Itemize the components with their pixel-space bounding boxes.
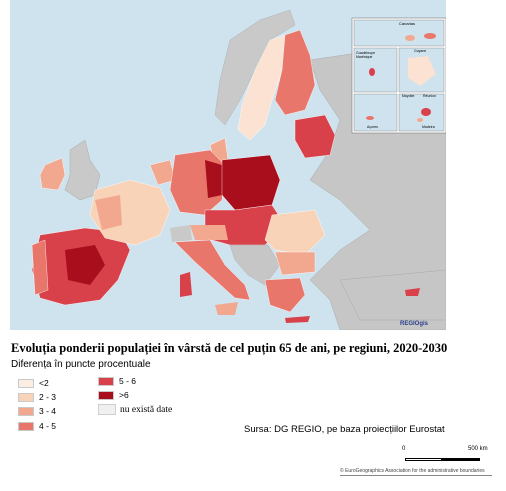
legend-label: nu există date — [120, 404, 173, 415]
sicily — [215, 302, 238, 315]
legend-swatch — [18, 378, 34, 388]
svg-text:Réunion: Réunion — [423, 94, 436, 98]
outermost-regions-insets: Canarias Guadeloupe Martinique Guyane Ma… — [351, 17, 446, 134]
finland — [274, 29, 316, 116]
legend-label: 2 - 3 — [39, 392, 57, 402]
germany-east — [205, 160, 222, 198]
legend-swatch — [98, 404, 116, 415]
portugal — [31, 239, 49, 296]
legend-item-5-6: 5 - 6 — [98, 376, 136, 386]
western-balkans — [229, 244, 281, 286]
crete — [285, 316, 310, 323]
sardinia — [180, 272, 192, 297]
ireland — [39, 157, 66, 191]
legend-swatch — [18, 421, 34, 431]
copyright-divider — [340, 475, 492, 476]
spain-center — [65, 245, 105, 285]
baltics — [294, 114, 336, 159]
svg-text:Martinique: Martinique — [356, 55, 372, 59]
legend-swatch — [18, 392, 34, 402]
legend-label: 5 - 6 — [119, 376, 137, 386]
turkey-land — [339, 269, 446, 321]
greece — [264, 277, 306, 313]
svg-text:Madeira: Madeira — [422, 125, 435, 129]
legend-label: <2 — [39, 378, 49, 388]
regiogis-logo: REGIOgis — [400, 321, 429, 327]
bulgaria — [274, 251, 316, 276]
legend-item-nodata: nu există date — [98, 404, 172, 415]
italy — [174, 239, 251, 301]
svg-text:Canarias: Canarias — [399, 21, 415, 26]
cyprus — [405, 288, 420, 296]
legend-item-4-5: 4 - 5 — [18, 421, 56, 431]
copyright-note: © EuroGeographics Association for the ad… — [340, 468, 485, 474]
legend-item-lt2: <2 — [18, 378, 49, 388]
scale-bar-segment — [405, 458, 442, 461]
legend-swatch — [98, 390, 114, 400]
legend-swatch — [18, 406, 34, 416]
scale-end: 500 km — [468, 446, 488, 452]
legend-item-3-4: 3 - 4 — [18, 406, 56, 416]
france-west — [95, 195, 122, 230]
svg-text:Mayotte: Mayotte — [402, 94, 415, 98]
switzerland — [170, 225, 192, 242]
poland — [221, 154, 281, 211]
austria — [190, 225, 228, 240]
france — [89, 179, 171, 246]
legend-item-gt6: >6 — [98, 390, 129, 400]
scale-start: 0 — [402, 446, 406, 452]
legend-label: 4 - 5 — [39, 421, 57, 431]
source-note: Sursa: DG REGIO, pe baza proiecțiilor Eu… — [244, 424, 445, 435]
sweden — [237, 34, 286, 141]
scale-bar: 0 500 km — [400, 446, 490, 470]
legend-swatch — [98, 376, 114, 386]
map-subtitle: Diferența în puncte procentuale — [11, 359, 151, 370]
svg-text:Guadeloupe: Guadeloupe — [356, 51, 375, 55]
legend-label: 3 - 4 — [39, 406, 57, 416]
svg-text:Açores: Açores — [367, 125, 378, 129]
scale-bar-line — [405, 458, 480, 461]
svg-text:Guyane: Guyane — [414, 49, 426, 53]
europe-regional-map: Canarias Guadeloupe Martinique Guyane Ma… — [10, 0, 446, 330]
legend-item-2-3: 2 - 3 — [18, 392, 56, 402]
legend-label: >6 — [119, 390, 129, 400]
map-title: Evoluția ponderii populației în vârstă d… — [11, 341, 448, 355]
